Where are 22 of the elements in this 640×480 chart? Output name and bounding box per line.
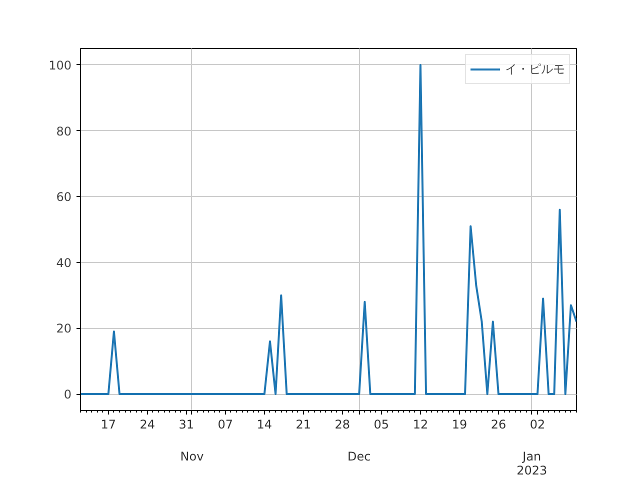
- x-tick-label: 21: [296, 418, 312, 432]
- x-tick-label: 05: [374, 418, 390, 432]
- y-tick-label: 100: [48, 58, 72, 72]
- y-tick-label: 0: [64, 388, 72, 402]
- y-tick-label: 60: [56, 190, 72, 204]
- x-tick-label: 28: [334, 418, 350, 432]
- legend-label: イ・ピルモ: [505, 60, 565, 78]
- x-tick-label: 17: [100, 418, 116, 432]
- y-tick-label: 80: [56, 124, 72, 138]
- text: Dec: [348, 450, 371, 464]
- text: Jan 2023: [516, 450, 548, 478]
- x-tick-label: 24: [140, 418, 156, 432]
- x-tick-label: 07: [218, 418, 234, 432]
- x-tick-label: 26: [490, 418, 506, 432]
- x-tick-label: 31: [178, 418, 194, 432]
- text: Nov: [180, 450, 204, 464]
- x-tick-label: 12: [412, 418, 428, 432]
- x-tick-label: 14: [256, 418, 272, 432]
- y-tick-label: 40: [56, 256, 72, 270]
- y-tick-label: 20: [56, 322, 72, 336]
- x-tick-label: 19: [452, 418, 468, 432]
- x-tick-label: 02: [530, 418, 546, 432]
